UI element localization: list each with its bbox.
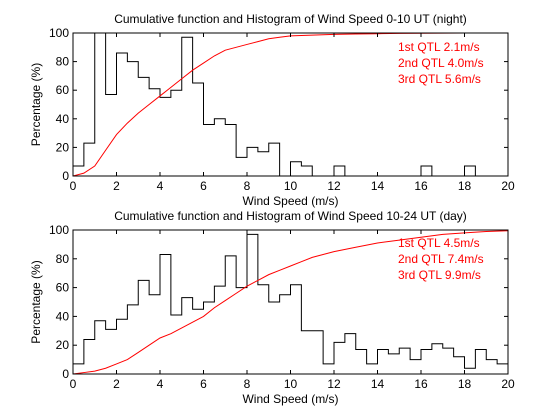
y-tick-label: 40	[56, 309, 70, 323]
x-tick-label: 2	[113, 377, 120, 391]
y-tick-label: 0	[62, 367, 69, 381]
y-tick-label: 80	[56, 252, 70, 266]
y-tick-label: 60	[56, 281, 70, 295]
chart-title: Cumulative function and Histogram of Win…	[114, 12, 467, 26]
histogram-series	[73, 233, 508, 374]
x-tick-label: 16	[414, 179, 428, 193]
chart-title: Cumulative function and Histogram of Win…	[114, 209, 467, 223]
x-tick-label: 12	[327, 377, 341, 391]
x-tick-label: 12	[327, 179, 341, 193]
x-tick-label: 2	[113, 179, 120, 193]
y-tick-label: 60	[56, 83, 70, 97]
x-axis-label: Wind Speed (m/s)	[242, 392, 338, 406]
y-tick-label: 20	[56, 338, 70, 352]
quartile-annotation: 1st QTL 2.1m/s	[398, 40, 480, 54]
quartile-annotation: 1st QTL 4.5m/s	[398, 236, 480, 250]
x-tick-label: 8	[244, 179, 251, 193]
plot-area	[73, 33, 508, 176]
x-tick-label: 18	[458, 179, 472, 193]
plot-area	[73, 230, 508, 374]
quartile-annotation: 3rd QTL 9.9m/s	[398, 268, 481, 282]
histogram-series	[73, 33, 508, 176]
quartile-annotation: 2nd QTL 7.4m/s	[398, 252, 484, 266]
x-tick-label: 4	[157, 179, 164, 193]
y-tick-label: 0	[62, 169, 69, 183]
x-tick-label: 16	[414, 377, 428, 391]
cumulative-series	[73, 230, 508, 374]
x-tick-label: 6	[200, 179, 207, 193]
x-tick-label: 14	[371, 377, 385, 391]
x-tick-label: 6	[200, 377, 207, 391]
x-tick-label: 14	[371, 179, 385, 193]
chart-panel-2: 0 2 4 6 8 10 12 14 16 18 20 0 20 40 60 80 100 Cumulative …	[29, 209, 515, 406]
x-tick-label: 4	[157, 377, 164, 391]
chart-panel-1: 0 2 4 6 8 10 12 14 16 18 20 0 20 40 60 80 100 Cumulative …	[29, 12, 515, 208]
y-axis-label: Percentage (%)	[29, 260, 43, 343]
y-tick-label: 20	[56, 140, 70, 154]
quartile-annotation: 3rd QTL 5.6m/s	[398, 72, 481, 86]
x-tick-label: 18	[458, 377, 472, 391]
x-tick-label: 20	[501, 179, 515, 193]
y-tick-label: 80	[56, 55, 70, 69]
x-tick-label: 0	[70, 179, 77, 193]
y-tick-label: 100	[49, 223, 69, 237]
x-tick-label: 20	[501, 377, 515, 391]
y-tick-label: 100	[49, 26, 69, 40]
x-tick-label: 0	[70, 377, 77, 391]
x-tick-label: 10	[284, 179, 298, 193]
quartile-annotation: 2nd QTL 4.0m/s	[398, 56, 484, 70]
x-axis-label: Wind Speed (m/s)	[242, 194, 338, 208]
y-tick-label: 40	[56, 112, 70, 126]
x-tick-label: 10	[284, 377, 298, 391]
x-tick-label: 8	[244, 377, 251, 391]
y-axis-label: Percentage (%)	[29, 63, 43, 146]
